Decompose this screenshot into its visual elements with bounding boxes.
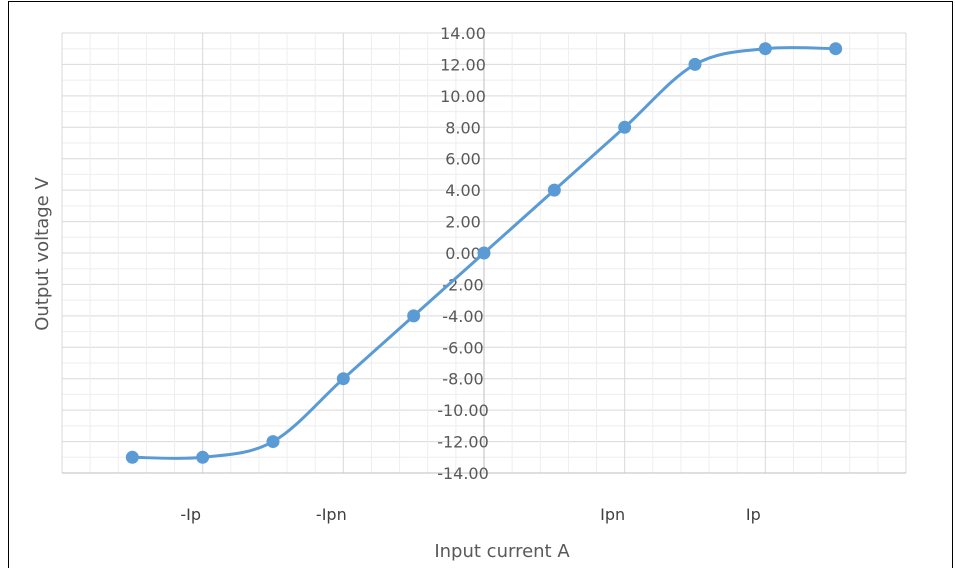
data-point <box>688 57 702 71</box>
x-tick-label: -Ip <box>180 505 201 524</box>
data-point <box>477 246 491 260</box>
y-tick-label: -14.00 <box>437 464 489 483</box>
data-point <box>829 42 843 56</box>
y-tick-label: 14.00 <box>440 24 486 43</box>
x-tick-label: Ip <box>746 505 761 524</box>
series-layer <box>125 42 843 464</box>
data-point <box>196 450 210 464</box>
y-tick-label: 10.00 <box>440 87 486 106</box>
data-point <box>758 42 772 56</box>
y-tick-label: -8.00 <box>442 370 483 389</box>
y-tick-label: 8.00 <box>445 118 481 137</box>
y-tick-label: -4.00 <box>442 307 483 326</box>
y-tick-label: 2.00 <box>445 213 481 232</box>
y-tick-label: -6.00 <box>442 338 483 357</box>
x-axis-title: Input current A <box>434 541 570 562</box>
data-point <box>547 183 561 197</box>
data-point <box>407 309 421 323</box>
data-point <box>125 450 139 464</box>
data-point <box>266 435 280 449</box>
y-tick-label: 12.00 <box>440 55 486 74</box>
y-tick-label: 0.00 <box>445 244 481 263</box>
chart-border <box>8 1 953 568</box>
y-tick-label: 6.00 <box>445 150 481 169</box>
x-tick-labels: -Ip -Ipn Ipn Ip <box>180 505 760 524</box>
x-tick-label: Ipn <box>600 505 625 524</box>
data-point <box>336 372 350 386</box>
data-point <box>618 120 632 134</box>
y-tick-label: -12.00 <box>437 433 489 452</box>
y-tick-label: -10.00 <box>437 401 489 420</box>
y-axis-title: Output voltage V <box>32 177 53 331</box>
x-tick-label: -Ipn <box>316 505 347 524</box>
y-tick-label: 4.00 <box>445 181 481 200</box>
